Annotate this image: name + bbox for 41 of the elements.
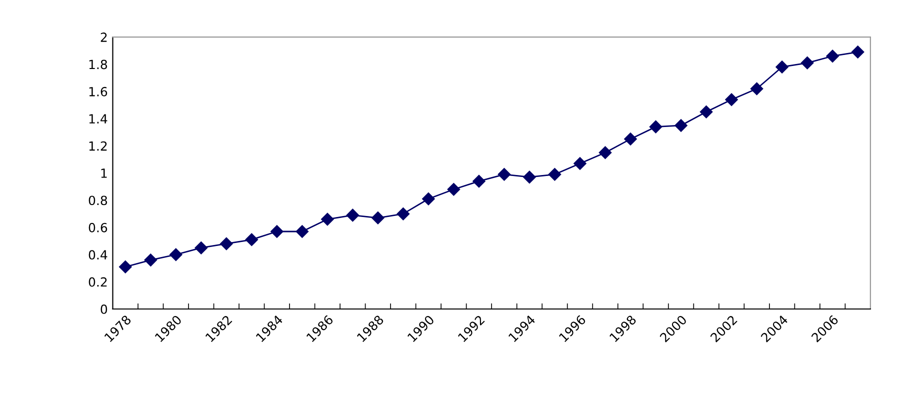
y-tick-label: 1.2 bbox=[89, 141, 107, 151]
point bbox=[725, 93, 738, 106]
point bbox=[498, 168, 511, 181]
point bbox=[296, 225, 309, 238]
point bbox=[750, 82, 764, 96]
y-tick-label: 1.8 bbox=[89, 60, 108, 70]
point bbox=[422, 192, 435, 206]
y-tick-label: 1 bbox=[101, 168, 107, 178]
point bbox=[851, 46, 864, 58]
point bbox=[472, 174, 486, 188]
y-tick-label: 0.6 bbox=[88, 222, 108, 232]
point bbox=[624, 132, 637, 146]
y-tick-label: 0 bbox=[100, 304, 108, 314]
point bbox=[144, 254, 158, 266]
point bbox=[800, 56, 814, 70]
point bbox=[321, 212, 334, 226]
point bbox=[270, 225, 284, 238]
point bbox=[396, 207, 410, 220]
point bbox=[447, 182, 460, 196]
point bbox=[826, 50, 839, 63]
point bbox=[674, 119, 688, 132]
point bbox=[245, 233, 258, 246]
point bbox=[346, 208, 360, 222]
point bbox=[523, 170, 536, 184]
point bbox=[372, 211, 384, 224]
y-tick-label: 1.6 bbox=[89, 86, 108, 96]
point bbox=[776, 60, 788, 74]
point bbox=[118, 260, 132, 274]
point bbox=[169, 248, 182, 262]
point bbox=[220, 237, 233, 250]
y-tick-label: 0.8 bbox=[88, 196, 108, 206]
point bbox=[574, 157, 586, 170]
point bbox=[194, 241, 208, 254]
y-tick-label: 2 bbox=[100, 32, 107, 42]
point bbox=[548, 168, 562, 181]
y-tick-label: 0.4 bbox=[88, 250, 108, 260]
y-tick-label: 1.4 bbox=[89, 114, 108, 124]
point bbox=[598, 146, 612, 160]
point bbox=[700, 105, 713, 118]
point bbox=[649, 120, 662, 134]
y-tick-label: 0.2 bbox=[88, 277, 107, 287]
